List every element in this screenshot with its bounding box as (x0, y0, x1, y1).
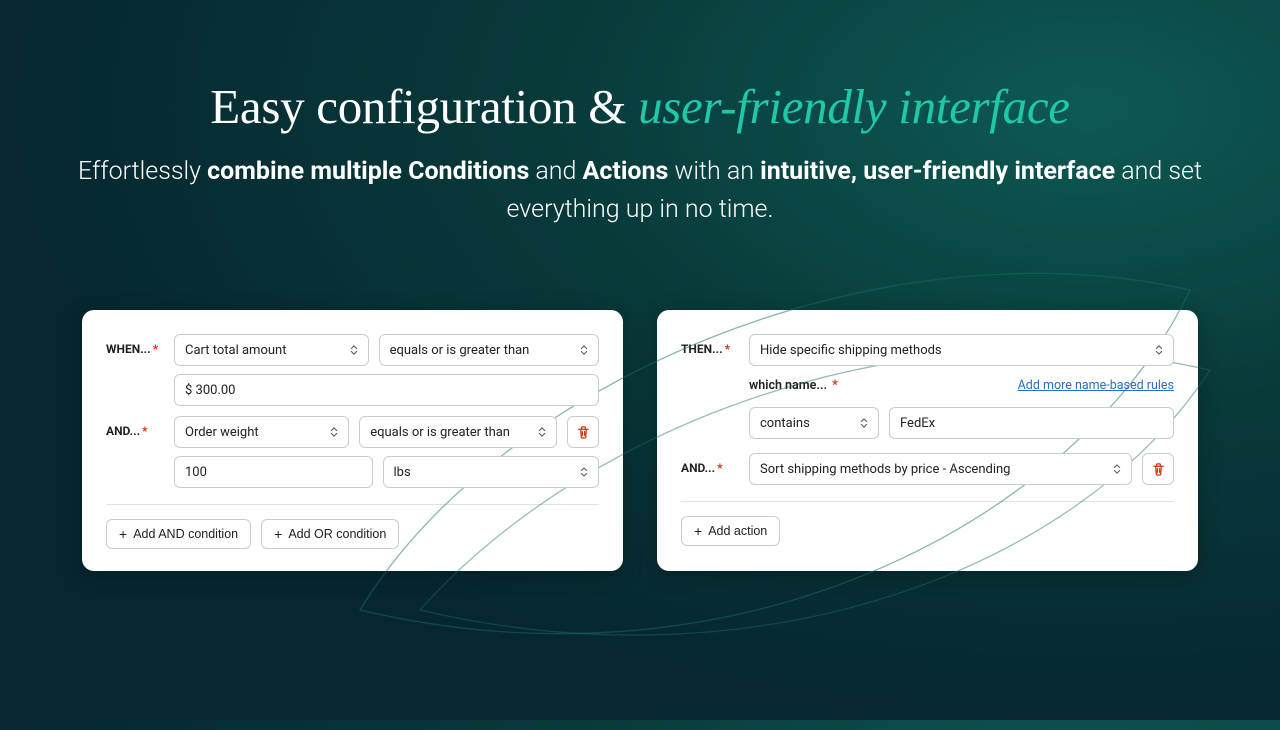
chevron-updown-icon (328, 426, 340, 438)
name-value-input[interactable]: FedEx (889, 407, 1174, 439)
action1-select[interactable]: Hide specific shipping methods (749, 334, 1174, 366)
header: Easy configuration & user-friendly inter… (0, 0, 1280, 228)
when-row: WHEN...* Cart total amount equals or is … (106, 334, 599, 406)
then-label: THEN...* (681, 334, 739, 356)
title-prefix: Easy configuration & (210, 79, 638, 134)
action-and-row: AND...* Sort shipping methods by price -… (681, 453, 1174, 485)
cond1-value-input[interactable]: $ 300.00 (174, 374, 599, 406)
chevron-updown-icon (1111, 463, 1123, 475)
action2-select[interactable]: Sort shipping methods by price - Ascendi… (749, 453, 1132, 485)
action-buttons: + Add action (681, 516, 1174, 546)
divider (106, 504, 599, 505)
plus-icon: + (694, 524, 702, 538)
conditions-panel: WHEN...* Cart total amount equals or is … (82, 310, 623, 571)
cond1-op-select[interactable]: equals or is greater than (379, 334, 599, 366)
divider (681, 501, 1174, 502)
cond2-field-select[interactable]: Order weight (174, 416, 349, 448)
then-row: THEN...* Hide specific shipping methods … (681, 334, 1174, 439)
name-op-select[interactable]: contains (749, 407, 879, 439)
add-name-rules-link[interactable]: Add more name-based rules (1018, 378, 1174, 393)
chevron-updown-icon (348, 344, 360, 356)
chevron-updown-icon (1153, 344, 1165, 356)
add-and-condition-button[interactable]: + Add AND condition (106, 519, 251, 549)
cond2-value-input[interactable]: 100 (174, 456, 373, 488)
title-accent: user-friendly interface (638, 79, 1070, 134)
condition-buttons: + Add AND condition + Add OR condition (106, 519, 599, 549)
add-action-button[interactable]: + Add action (681, 516, 780, 546)
delete-cond2-button[interactable] (567, 416, 599, 448)
and-label: AND...* (106, 416, 164, 438)
cond2-op-select[interactable]: equals or is greater than (359, 416, 557, 448)
chevron-updown-icon (578, 466, 590, 478)
add-or-condition-button[interactable]: + Add OR condition (261, 519, 399, 549)
and-label: AND...* (681, 453, 739, 475)
and-row: AND...* Order weight equals or is greate… (106, 416, 599, 488)
chevron-updown-icon (858, 417, 870, 429)
cond2-unit-select[interactable]: lbs (383, 456, 600, 488)
chevron-updown-icon (536, 426, 548, 438)
chevron-updown-icon (578, 344, 590, 356)
which-name-label: which name... * (749, 378, 838, 393)
plus-icon: + (119, 527, 127, 541)
when-label: WHEN...* (106, 334, 164, 356)
plus-icon: + (274, 527, 282, 541)
delete-action2-button[interactable] (1142, 453, 1174, 485)
trash-icon (576, 425, 591, 440)
subtitle: Effortlessly combine multiple Conditions… (0, 153, 1280, 228)
trash-icon (1151, 462, 1166, 477)
actions-panel: THEN...* Hide specific shipping methods … (657, 310, 1198, 571)
cond1-field-select[interactable]: Cart total amount (174, 334, 369, 366)
page-title: Easy configuration & user-friendly inter… (0, 78, 1280, 135)
